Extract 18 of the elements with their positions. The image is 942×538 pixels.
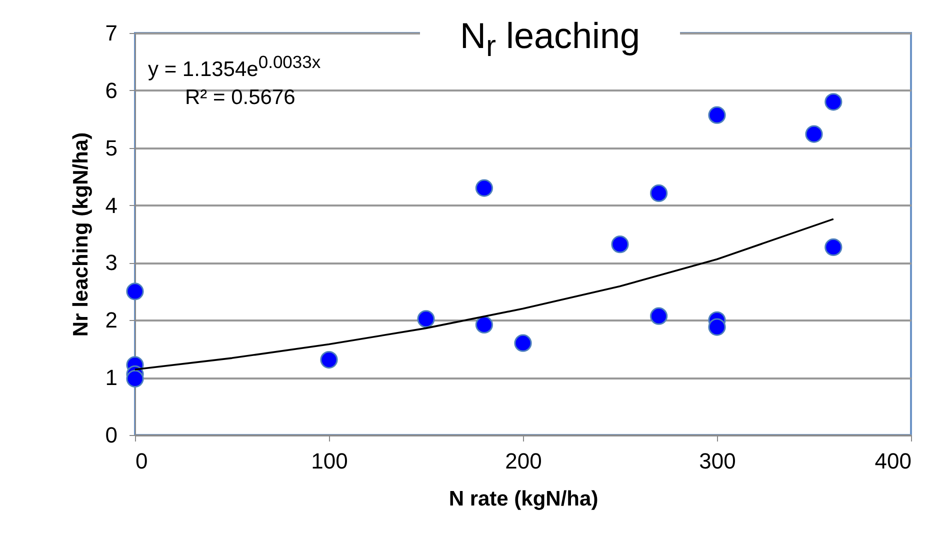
y-tick-label: 1: [105, 365, 118, 390]
y-tick-label: 6: [105, 78, 118, 103]
x-axis-title: N rate (kgN/ha): [448, 488, 598, 510]
y-tick-label: 0: [105, 422, 118, 448]
y-tick-label: 4: [105, 192, 118, 218]
y-tick-label: 3: [105, 250, 118, 276]
y-tick-label: 2: [105, 308, 118, 333]
y-axis-title: Nr leaching (kgN/ha): [69, 132, 92, 337]
annotation: R² = 0.5676: [185, 86, 296, 110]
x-tick-label: 100: [311, 448, 348, 474]
x-tick-label: 300: [699, 448, 736, 474]
chart-title: N$_{r}$ leaching: [420, 14, 680, 70]
x-tick-label: 0: [136, 448, 148, 474]
x-tick-label: 400: [874, 448, 912, 474]
y-tick-label: 5: [105, 135, 118, 160]
x-tick-label: 200: [505, 448, 542, 474]
y-tick-label: 7: [105, 20, 118, 46]
annotation: y = 1.1354e$^{0.0033x}$: [148, 52, 321, 82]
